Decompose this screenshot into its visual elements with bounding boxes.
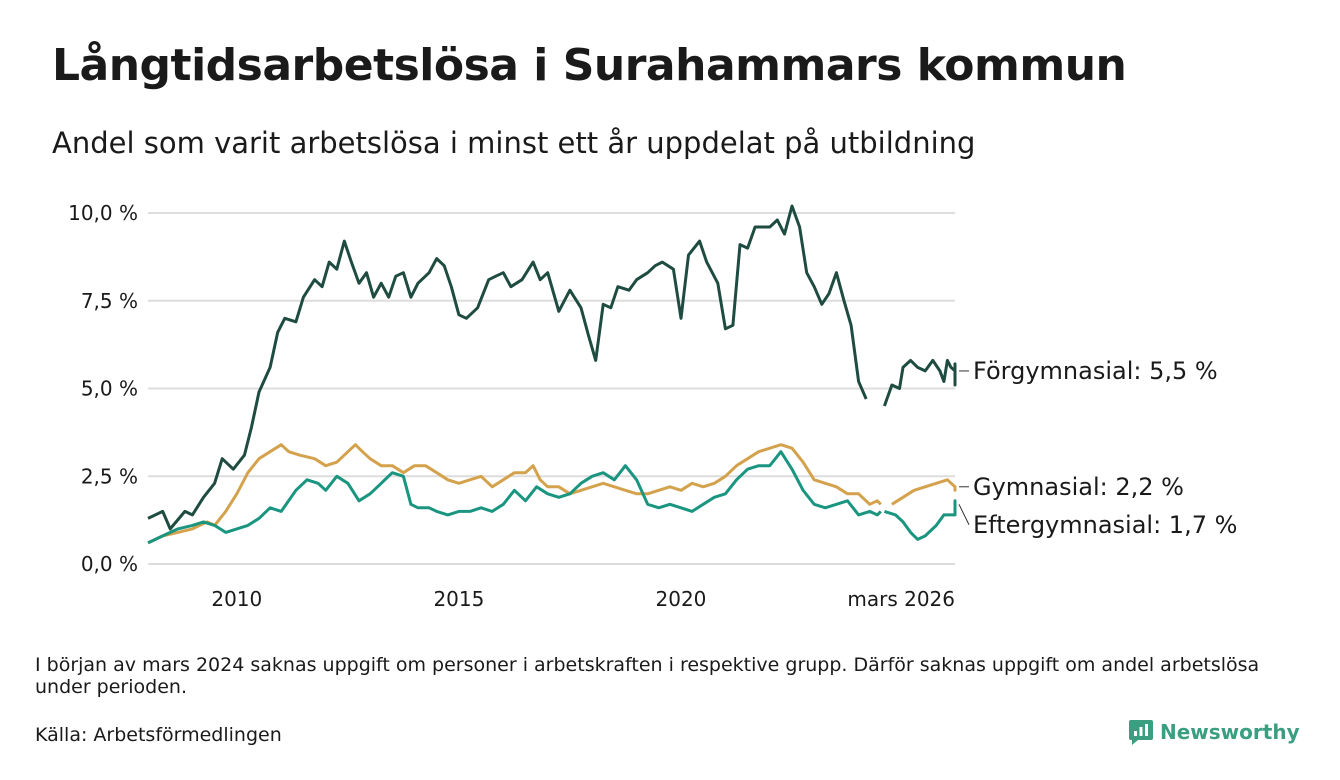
y-tick-label: 10,0 % bbox=[68, 201, 138, 225]
y-tick-label: 0,0 % bbox=[81, 552, 138, 576]
chart-title: Långtidsarbetslösa i Surahammars kommun bbox=[52, 40, 1127, 91]
x-tick-label: 2020 bbox=[656, 587, 707, 611]
brand-logo[interactable]: Newsworthy bbox=[1128, 718, 1300, 746]
x-tick-label: mars 2026 bbox=[847, 587, 955, 611]
series-labels: Förgymnasial: 5,5 % Gymnasial: 2,2 % Efter… bbox=[958, 357, 1237, 539]
line-eftergymnasial bbox=[147, 450, 882, 545]
x-tick-label: 2010 bbox=[211, 587, 262, 611]
y-axis-ticks: 0,0 % 2,5 % 5,0 % 7,5 % 10,0 % bbox=[68, 201, 138, 576]
line-förgymnasial-recent bbox=[882, 358, 957, 407]
y-tick-label: 2,5 % bbox=[81, 464, 138, 488]
x-tick-label: 2015 bbox=[433, 587, 484, 611]
y-tick-label: 5,0 % bbox=[81, 377, 138, 401]
gridlines bbox=[148, 212, 955, 565]
footnote: I början av mars 2024 saknas uppgift om … bbox=[35, 654, 1260, 698]
line-förgymnasial bbox=[147, 204, 868, 531]
line-eftergymnasial-recent bbox=[883, 499, 957, 541]
line-chart: 0,0 % 2,5 % 5,0 % 7,5 % 10,0 % 2010 2015 2020 m… bbox=[68, 201, 1237, 611]
brand-name: Newsworthy bbox=[1160, 720, 1300, 744]
series-label-eftergymnasial: Eftergymnasial: 1,7 % bbox=[973, 511, 1237, 539]
line-gymnasial-recent bbox=[891, 478, 957, 506]
series-label-gymnasial: Gymnasial: 2,2 % bbox=[973, 473, 1184, 501]
source-text: Källa: Arbetsförmedlingen bbox=[35, 724, 282, 746]
newsworthy-logo-icon bbox=[1129, 720, 1153, 745]
series-lines bbox=[147, 204, 957, 545]
series-label-förgymnasial: Förgymnasial: 5,5 % bbox=[973, 357, 1218, 385]
y-tick-label: 7,5 % bbox=[81, 289, 138, 313]
line-gymnasial bbox=[147, 443, 882, 545]
connector-eftergymnasial bbox=[958, 504, 970, 525]
x-axis-ticks: 2010 2015 2020 mars 2026 bbox=[211, 587, 955, 611]
chart-subtitle: Andel som varit arbetslösa i minst ett å… bbox=[52, 126, 976, 160]
